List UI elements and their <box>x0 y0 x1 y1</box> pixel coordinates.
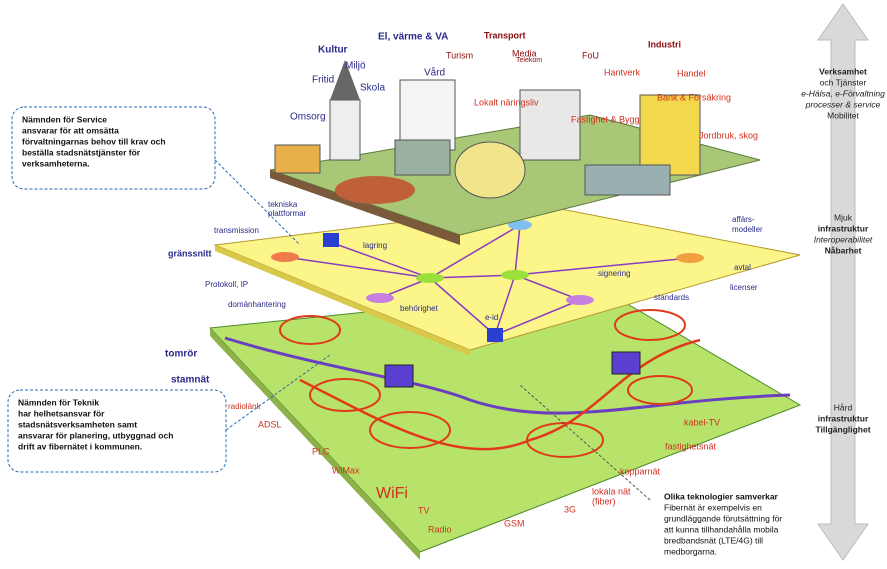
node <box>501 270 529 280</box>
side-label: och Tjänster <box>820 77 867 87</box>
hard-label: radiolänk <box>228 402 261 411</box>
city-label: Lokalt näringsliv <box>474 97 539 107</box>
node <box>676 253 704 263</box>
note-text: grundläggande förutsättning för <box>664 513 782 523</box>
node-box <box>385 365 413 387</box>
soft-label: affärs- <box>732 215 755 224</box>
node-box <box>323 233 339 247</box>
building <box>640 95 700 175</box>
callout-text: Nämnden för Teknik <box>18 397 99 407</box>
callout-text: stadsnätsverksamheten samt <box>18 419 137 429</box>
city-label: Bank & Försäkring <box>657 92 731 102</box>
hard-label: ADSL <box>258 419 282 429</box>
side-label: processer & service <box>805 99 881 109</box>
hard-label: (fiber) <box>592 496 616 506</box>
callout-text: förvaltningarnas behov till krav och <box>22 136 166 146</box>
side-label: infrastruktur <box>818 223 869 233</box>
note-text: Fibernät är exempelvis en <box>664 502 762 512</box>
hard-label: GSM <box>504 518 525 528</box>
side-label: Mobilitet <box>827 110 859 120</box>
callout-text: verksamheterna. <box>22 158 90 168</box>
hard-label: WiMax <box>332 465 360 475</box>
hard-label: kopparnät <box>620 466 661 476</box>
side-label: Verksamhet <box>819 66 867 76</box>
city-label: Kultur <box>318 45 348 56</box>
city-label: Handel <box>677 68 706 78</box>
building <box>395 140 450 175</box>
side-label: Nåbarhet <box>825 245 862 255</box>
hard-label: WiFi <box>376 485 408 502</box>
city-label: El, värme & VA <box>378 32 448 43</box>
callout-text: ansvarar för planering, utbyggnad och <box>18 430 173 440</box>
hard-label: TV <box>418 505 430 515</box>
soft-label: gränssnitt <box>168 248 212 258</box>
hard-label: PLC <box>312 446 330 456</box>
callout-text: drift av fibernätet i kommunen. <box>18 441 142 451</box>
side-label: Hård <box>834 402 853 412</box>
city-label: Industri <box>648 39 681 49</box>
building <box>585 165 670 195</box>
soft-label: lagring <box>363 241 387 250</box>
node-box <box>612 352 640 374</box>
hard-label: Radio <box>428 524 452 534</box>
callout-text: Nämnden för Service <box>22 114 107 124</box>
side-label: Tillgänglighet <box>815 424 870 434</box>
soft-label: avtal <box>734 263 751 272</box>
soft-label: signering <box>598 269 630 278</box>
city-label: Fastighet & Bygg <box>571 114 640 124</box>
node <box>271 252 299 262</box>
city-label: Vård <box>424 67 445 79</box>
city-label: Turism <box>446 50 473 60</box>
soft-label: behörighet <box>400 304 439 313</box>
soft-label: plattformar <box>268 209 307 218</box>
note-text: Olika teknologier samverkar <box>664 491 779 501</box>
city-label: Skola <box>360 83 385 94</box>
callout-text: har helhetsansvar för <box>18 408 105 418</box>
diagram: Kultur El, värme & VA Transport Industri Mil… <box>0 0 887 564</box>
city-label: Transport <box>484 30 526 40</box>
city-label: Fritid <box>312 75 334 86</box>
hard-label: tomrör <box>165 349 197 360</box>
side-label: Interoperabilitet <box>814 234 873 244</box>
city-label: FoU <box>582 50 599 60</box>
soft-label: e-id <box>485 313 498 322</box>
house <box>275 145 320 173</box>
hard-label: stamnät <box>171 375 210 386</box>
hard-label: lokala nät <box>592 486 631 496</box>
arena <box>455 142 525 198</box>
node <box>366 293 394 303</box>
note-text: att kunna tillhandahålla mobila <box>664 524 779 534</box>
side-label: infrastruktur <box>818 413 869 423</box>
city-label: Telekom <box>516 57 542 64</box>
soft-label: licenser <box>730 283 758 292</box>
soft-label: Protokoll, IP <box>205 280 248 289</box>
soft-label: tekniska <box>268 200 298 209</box>
sports-field <box>335 176 415 204</box>
node <box>566 295 594 305</box>
soft-label: standards <box>654 293 689 302</box>
hard-label: 3G <box>564 504 576 514</box>
node-box <box>487 328 503 342</box>
city-label: Miljö <box>345 61 366 72</box>
hard-label: fastighetsnät <box>665 441 717 451</box>
soft-label: modeller <box>732 225 763 234</box>
callout-text: ansvarar för att omsätta <box>22 125 119 135</box>
city-label: Jordbruk, skog <box>699 130 758 140</box>
note-text: medborgarna. <box>664 546 717 556</box>
callout-text: beställa stadsnätstjänster för <box>22 147 141 157</box>
node <box>416 273 444 283</box>
city-label: Hantverk <box>604 67 641 77</box>
church <box>330 100 360 160</box>
hard-label: kabel-TV <box>684 417 720 427</box>
side-label: e-Hälsa, e-Förvaltning <box>801 88 885 98</box>
city-label: Omsorg <box>290 112 326 123</box>
soft-label: transmission <box>214 226 259 235</box>
side-label: Mjuk <box>834 212 853 222</box>
soft-label: domänhantering <box>228 300 286 309</box>
note-text: bredbandsnät (LTE/4G) till <box>664 535 763 545</box>
